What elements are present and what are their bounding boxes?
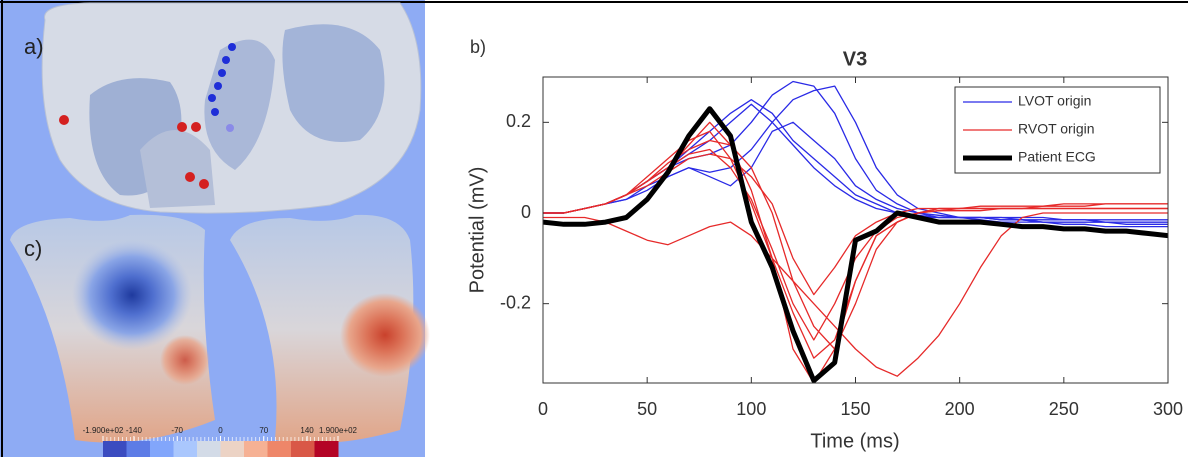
colorbar-tick-label: -1.900e+02 <box>83 426 124 435</box>
chart: b) V3 Time (ms) Potential (mV) 0 50 100 150… <box>466 37 1183 453</box>
legend: LVOT origin RVOT origin Patient ECG <box>954 86 1161 174</box>
legend-label: LVOT origin <box>1018 93 1091 109</box>
colorbar-swatch <box>220 441 245 457</box>
y-axis-label: Potential (mV) <box>466 167 488 294</box>
panel-label-c: c) <box>24 236 42 261</box>
colorbar-swatch <box>126 441 151 457</box>
colorbar-tick-label: 140 <box>300 426 314 435</box>
x-tick-label: 0 <box>538 399 548 419</box>
series-line <box>543 212 1168 377</box>
x-axis-label: Time (ms) <box>810 430 899 452</box>
axes-frame <box>542 76 1169 384</box>
colorbar-tick-label: -140 <box>126 426 143 435</box>
y-tick-label: 0.2 <box>506 111 531 131</box>
colorbar-swatch <box>291 441 315 457</box>
colorbar-swatch <box>103 441 127 457</box>
colorbar: -1.900e+02 -140 -70 0 70 140 1.900e+02 <box>83 426 358 457</box>
y-tick-label: -0.2 <box>500 292 531 312</box>
x-tick-label: 150 <box>840 399 870 419</box>
panel-label-a: a) <box>24 34 44 59</box>
y-tick-label: 0 <box>521 202 531 222</box>
panel-label-b: b) <box>470 37 486 57</box>
x-tick-label: 300 <box>1153 399 1183 419</box>
colorbar-swatch <box>244 441 268 457</box>
legend-label: RVOT origin <box>1018 121 1095 137</box>
series-line <box>543 121 1168 221</box>
colorbar-swatch <box>150 441 174 457</box>
colorbar-tick-label: 1.900e+02 <box>319 426 358 435</box>
x-tick-label: 50 <box>637 399 657 419</box>
colorbar-tick-label: 0 <box>218 426 223 435</box>
series-line <box>543 153 1168 296</box>
x-tick-label: 100 <box>736 399 766 419</box>
series-line <box>543 139 1168 350</box>
colorbar-tick-label: 70 <box>259 426 268 435</box>
colorbar-swatch <box>197 441 221 457</box>
x-tick-label: 200 <box>945 399 975 419</box>
legend-label: Patient ECG <box>1018 149 1096 165</box>
series-lines <box>543 80 1168 383</box>
x-tick-label: 250 <box>1049 399 1079 419</box>
colorbar-swatch <box>314 441 339 457</box>
chart-title: V3 <box>843 48 867 70</box>
colorbar-swatch <box>267 441 292 457</box>
colorbar-tick-label: -70 <box>171 426 183 435</box>
torso-renders <box>10 214 430 444</box>
colorbar-swatch <box>173 441 198 457</box>
series-line <box>543 106 1168 383</box>
heart-render <box>41 2 422 214</box>
